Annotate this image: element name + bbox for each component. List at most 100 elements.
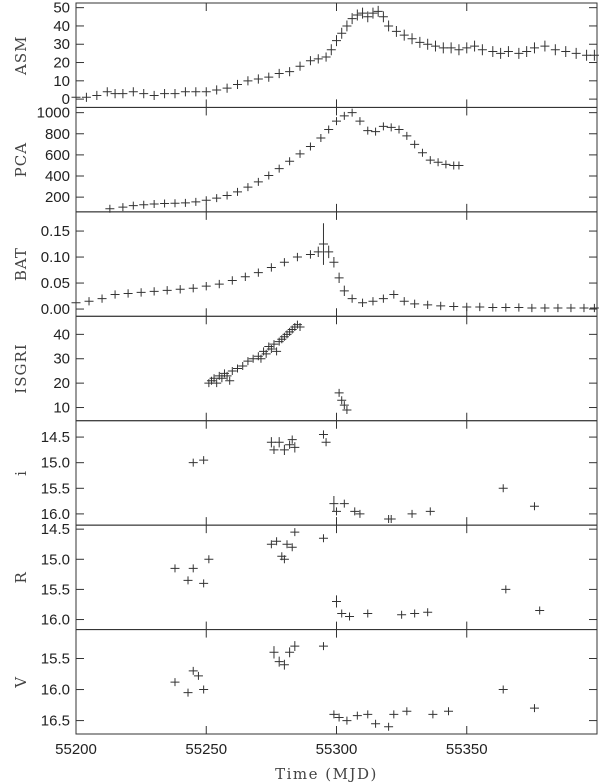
data-point-BAT (436, 301, 446, 311)
x-axis-label: Time (MJD) (275, 765, 378, 783)
data-point-PCA (295, 149, 305, 158)
data-point-ASM (180, 87, 190, 97)
data-point-ASM (92, 90, 102, 101)
data-point-PCA (339, 111, 349, 120)
data-point-ASM (522, 46, 532, 58)
data-point-V (444, 707, 454, 716)
data-point-BAT (358, 298, 368, 307)
data-point-PCA (118, 203, 128, 212)
data-point-BAT (368, 297, 378, 306)
data-point-i (287, 435, 297, 444)
x-tick-label-2: 55300 (316, 741, 358, 758)
data-point-BAT (71, 298, 81, 307)
data-point-BAT (514, 303, 524, 312)
data-point-PCA (417, 148, 427, 157)
data-point-PCA (324, 125, 334, 134)
series-PCA (105, 108, 464, 213)
data-point-ASM (81, 92, 91, 102)
data-point-ISGRI (337, 396, 347, 405)
data-point-PCA (149, 199, 159, 208)
data-point-BAT (488, 303, 498, 312)
y-tick-label-BAT-0: 0.00 (41, 301, 70, 318)
data-point-i (407, 509, 417, 518)
data-point-ASM (373, 5, 383, 17)
data-point-R (332, 595, 341, 608)
data-point-V (170, 678, 180, 687)
data-point-ASM (363, 11, 373, 23)
data-point-V (352, 711, 362, 720)
data-point-ASM (305, 56, 315, 66)
data-point-PCA (285, 157, 295, 166)
data-point-ASM (321, 52, 331, 62)
data-point-BAT (318, 223, 328, 265)
data-point-BAT (449, 302, 459, 311)
data-point-i (269, 445, 279, 454)
data-point-ASM (496, 47, 506, 59)
data-point-i (498, 484, 508, 493)
data-point-ISGRI (272, 347, 282, 356)
y-axis-label-V: V (12, 676, 30, 689)
data-point-ISGRI (334, 388, 344, 397)
data-point-BAT (175, 285, 185, 294)
data-point-ASM (71, 92, 81, 102)
data-point-BAT (97, 294, 107, 303)
data-point-i (355, 509, 365, 518)
data-point-R (397, 610, 407, 619)
y-axis-label-BAT: BAT (12, 247, 30, 281)
data-point-ASM (550, 44, 560, 56)
data-point-ASM (368, 7, 378, 19)
y-tick-label-ISGRI-2: 30 (53, 351, 70, 368)
x-tick-label-1: 55250 (185, 741, 227, 758)
data-point-ASM (201, 87, 211, 97)
y-tick-label-V-0: 15.5 (41, 651, 70, 668)
data-point-BAT (527, 303, 537, 313)
data-point-ASM (170, 89, 180, 99)
data-point-V (389, 710, 399, 719)
y-axis-label-i: i (12, 470, 30, 476)
data-point-ASM (264, 72, 274, 82)
data-point-BAT (136, 288, 146, 297)
y-tick-label-BAT-3: 0.15 (41, 223, 70, 240)
data-point-ASM (407, 33, 417, 45)
data-point-V (329, 710, 339, 719)
data-point-BAT (329, 257, 339, 268)
data-point-i (290, 442, 300, 453)
data-point-PCA (253, 177, 263, 186)
data-point-R (423, 608, 433, 617)
data-point-ASM (313, 54, 323, 64)
data-point-i (329, 495, 339, 512)
data-point-ISGRI (339, 401, 349, 410)
data-point-V (290, 641, 300, 652)
data-point-BAT (389, 290, 399, 299)
data-point-V (183, 688, 193, 697)
data-point-PCA (128, 201, 138, 210)
data-point-BAT (201, 282, 211, 291)
data-point-V (363, 710, 373, 719)
data-point-PCA (274, 164, 284, 173)
y-axis-label-ISGRI: ISGRI (12, 343, 30, 393)
data-point-ISGRI (225, 376, 235, 385)
data-point-R (204, 555, 214, 564)
data-point-V (193, 671, 203, 680)
data-point-BAT (292, 252, 302, 262)
y-tick-label-i-3: 16.0 (41, 506, 70, 523)
data-point-ASM (110, 89, 120, 99)
data-point-ASM (582, 49, 592, 61)
data-point-ASM (253, 74, 263, 84)
data-point-ASM (191, 87, 201, 97)
data-point-PCA (378, 122, 388, 131)
data-point-BAT (149, 287, 159, 296)
data-point-i (350, 507, 360, 516)
y-tick-label-ASM-2: 20 (53, 55, 70, 72)
data-point-PCA (233, 187, 243, 196)
data-point-PCA (170, 199, 180, 208)
data-point-BAT (579, 303, 589, 313)
data-point-i (266, 437, 276, 448)
data-point-PCA (201, 196, 211, 205)
data-point-ASM (477, 44, 487, 56)
data-point-i (274, 437, 284, 448)
y-tick-label-ASM-5: 50 (53, 0, 70, 17)
data-point-ISGRI (243, 357, 253, 366)
y-axis-label-ASM: ASM (12, 35, 30, 75)
data-point-PCA (454, 161, 464, 170)
